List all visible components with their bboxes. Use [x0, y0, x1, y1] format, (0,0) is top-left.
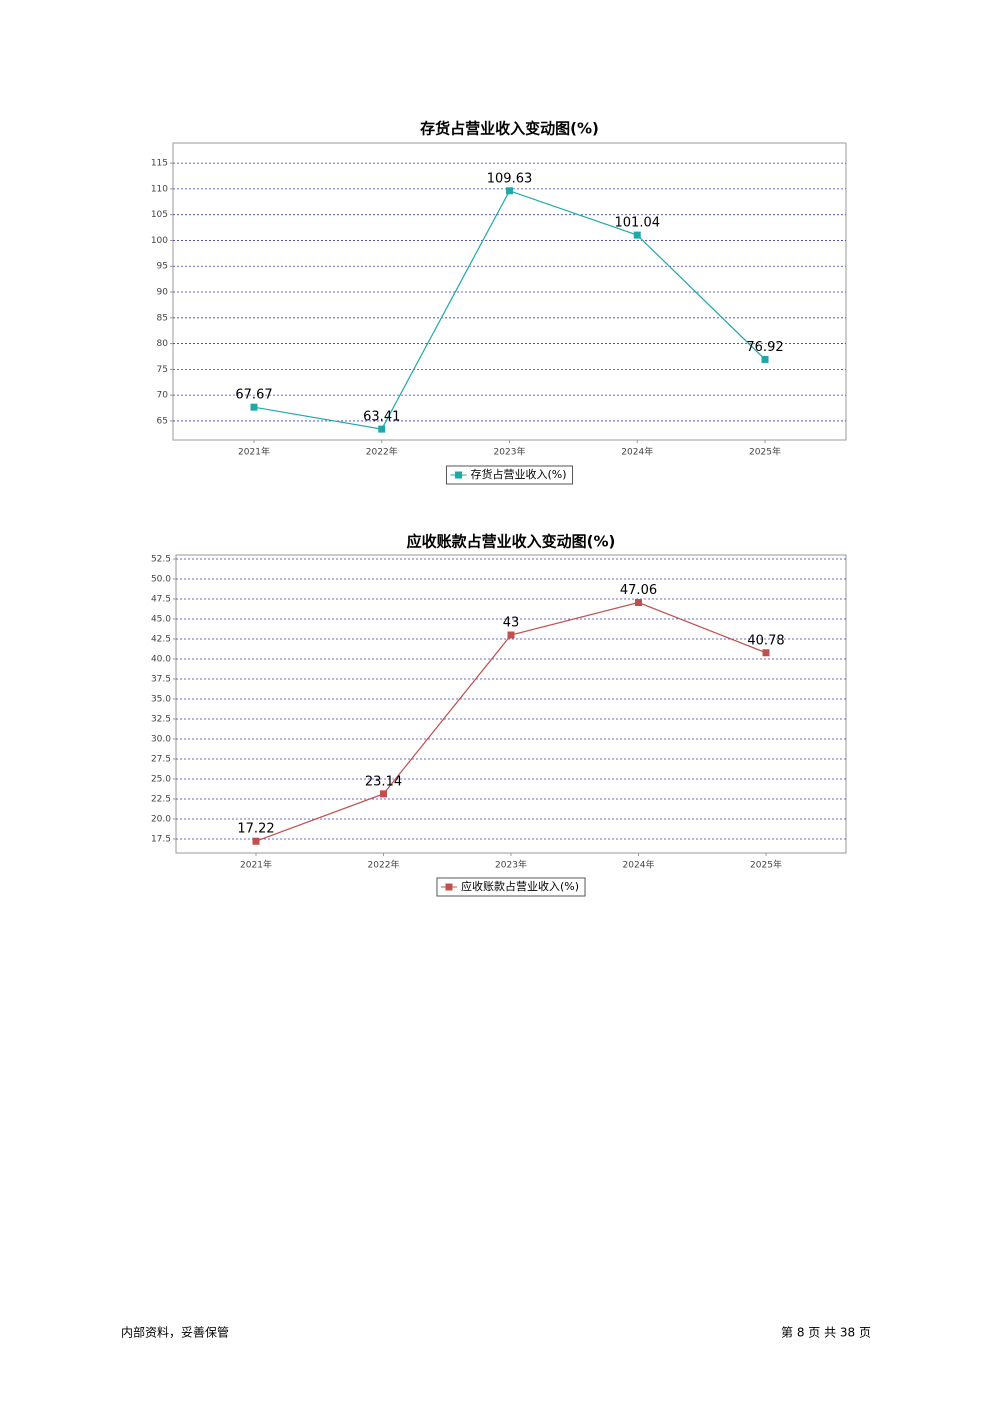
- data-label: 63.41: [363, 410, 400, 425]
- x-tick-label: 2023年: [495, 859, 527, 871]
- data-point: [252, 837, 260, 845]
- chart-title: 应收账款占营业收入变动图(%): [407, 533, 616, 551]
- data-label: 23.14: [365, 774, 402, 789]
- x-tick-label: 2024年: [623, 859, 655, 871]
- y-tick-label: 47.5: [151, 595, 171, 605]
- chart-title: 存货占营业收入变动图(%): [420, 120, 599, 138]
- y-tick-label: 90: [157, 288, 169, 298]
- y-tick-label: 25.0: [151, 775, 171, 785]
- x-tick-label: 2021年: [238, 446, 270, 458]
- y-tick-label: 115: [151, 159, 168, 169]
- y-tick-label: 50.0: [151, 575, 171, 585]
- y-tick-label: 32.5: [151, 715, 171, 725]
- footer-right: 第 8 页 共 38 页: [781, 1326, 871, 1340]
- data-label: 109.63: [487, 171, 533, 186]
- legend-marker: [445, 883, 453, 891]
- y-tick-label: 85: [157, 313, 168, 323]
- y-tick-label: 95: [157, 262, 168, 272]
- x-tick-label: 2022年: [366, 446, 398, 458]
- footer-left: 内部资料，妥善保管: [121, 1325, 229, 1340]
- y-tick-label: 17.5: [151, 835, 171, 845]
- legend-box: [445, 465, 574, 485]
- data-label: 101.04: [615, 216, 661, 231]
- y-tick-label: 105: [151, 210, 168, 220]
- y-tick-label: 30.0: [151, 735, 171, 745]
- data-point: [380, 790, 387, 798]
- data-label: 17.22: [237, 822, 274, 837]
- legend-marker: [454, 471, 462, 479]
- data-point: [635, 599, 642, 607]
- y-tick-label: 40.0: [151, 655, 171, 665]
- y-tick-label: 20.0: [151, 815, 171, 825]
- y-tick-label: 65: [157, 416, 168, 426]
- data-point: [378, 425, 386, 433]
- y-tick-label: 110: [151, 184, 168, 194]
- data-label: 67.67: [235, 388, 272, 403]
- x-tick-label: 2025年: [750, 859, 782, 871]
- y-tick-label: 80: [157, 339, 169, 349]
- data-label: 40.78: [747, 633, 784, 648]
- y-tick-label: 45.0: [151, 615, 171, 625]
- data-point: [506, 187, 513, 195]
- data-point: [633, 231, 641, 239]
- y-tick-label: 37.5: [151, 675, 171, 685]
- y-tick-label: 100: [151, 236, 168, 246]
- x-tick-label: 2024年: [621, 446, 653, 458]
- x-tick-label: 2022年: [368, 859, 400, 871]
- plot-area: [175, 554, 847, 854]
- data-label: 43: [503, 616, 520, 631]
- x-tick-label: 2023年: [494, 446, 526, 458]
- x-tick-label: 2021年: [240, 859, 272, 871]
- data-point: [507, 631, 515, 639]
- legend-label: 存货占营业收入(%): [470, 467, 566, 481]
- data-point: [761, 355, 769, 363]
- y-tick-label: 52.5: [151, 555, 171, 565]
- y-tick-label: 22.5: [151, 795, 171, 805]
- y-tick-label: 35.0: [151, 695, 171, 705]
- y-tick-label: 27.5: [151, 755, 171, 765]
- data-label: 47.06: [620, 583, 657, 598]
- y-tick-label: 42.5: [151, 635, 171, 645]
- data-point: [250, 403, 258, 411]
- legend-box: [436, 877, 586, 897]
- y-tick-label: 70: [157, 391, 169, 401]
- data-point: [762, 649, 770, 657]
- data-label: 76.92: [746, 340, 783, 355]
- legend-label: 应收账款占营业收入(%): [461, 879, 579, 893]
- x-tick-label: 2025年: [749, 446, 781, 458]
- y-tick-label: 75: [157, 365, 168, 375]
